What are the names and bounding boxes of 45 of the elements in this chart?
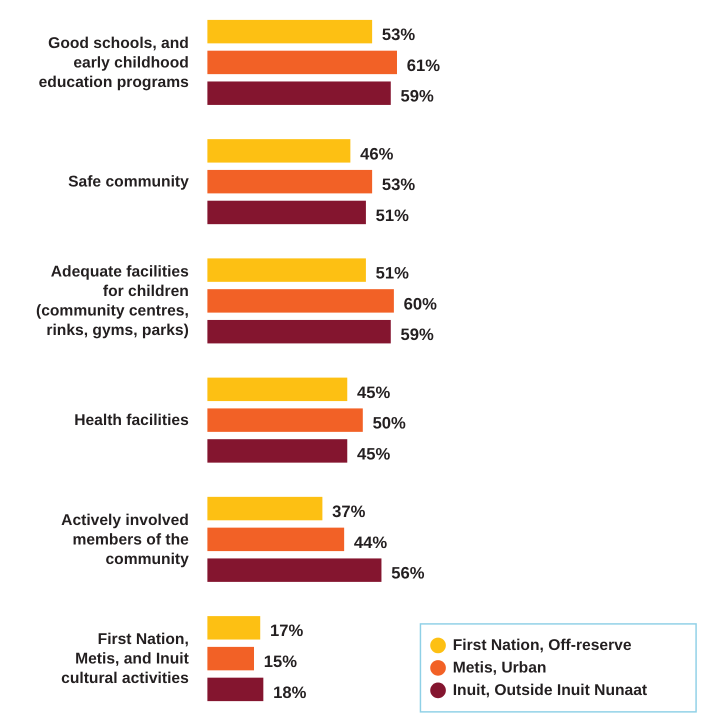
data-label: 18% bbox=[273, 682, 307, 702]
data-label: 53% bbox=[382, 175, 416, 194]
data-label: 44% bbox=[354, 532, 388, 552]
data-label: 61% bbox=[406, 56, 440, 75]
data-label: 37% bbox=[332, 502, 366, 522]
y-tick-label: Actively involved members of the community bbox=[61, 511, 190, 568]
bar bbox=[207, 439, 348, 463]
bar bbox=[207, 258, 366, 282]
data-label: 50% bbox=[372, 414, 406, 433]
data-label: 59% bbox=[400, 325, 434, 344]
legend-label: Metis, Urban bbox=[452, 659, 546, 676]
bar bbox=[207, 646, 254, 670]
data-label: 53% bbox=[382, 25, 416, 44]
bar bbox=[207, 496, 322, 520]
y-tick-label: First Nation, Metis, and Inuit cultural activities bbox=[61, 630, 190, 687]
bar bbox=[207, 81, 391, 105]
bar bbox=[207, 139, 350, 163]
bar bbox=[207, 408, 363, 432]
bar bbox=[207, 20, 372, 44]
data-label: 46% bbox=[360, 144, 394, 164]
data-label: 15% bbox=[264, 652, 298, 672]
bar bbox=[207, 50, 397, 74]
data-label: 45% bbox=[357, 382, 391, 402]
data-label: 45% bbox=[357, 444, 391, 464]
bar bbox=[207, 558, 382, 582]
y-tick-label: Adequate facilities for children (community centres, rinks, gyms, parks) bbox=[36, 263, 190, 339]
legend-label: Inuit, Outside Inuit Nunaat bbox=[452, 682, 648, 699]
y-tick-label: Safe community bbox=[68, 173, 190, 190]
bar bbox=[207, 678, 264, 702]
bar bbox=[207, 378, 348, 402]
bar bbox=[207, 320, 391, 344]
bar bbox=[207, 170, 372, 194]
data-label: 60% bbox=[404, 294, 438, 314]
data-label: 56% bbox=[391, 564, 425, 583]
bar bbox=[207, 289, 394, 313]
bar bbox=[207, 200, 366, 224]
data-label: 51% bbox=[376, 264, 410, 283]
legend-label: First Nation, Off-reserve bbox=[452, 636, 632, 654]
data-label: 17% bbox=[270, 621, 304, 640]
data-label: 51% bbox=[376, 206, 410, 225]
data-label: 59% bbox=[400, 86, 434, 106]
y-tick-label: Health facilities bbox=[74, 412, 190, 429]
y-tick-label: Good schools, and early childhood education programs bbox=[38, 34, 190, 90]
bar bbox=[207, 528, 344, 552]
bar bbox=[207, 616, 260, 640]
